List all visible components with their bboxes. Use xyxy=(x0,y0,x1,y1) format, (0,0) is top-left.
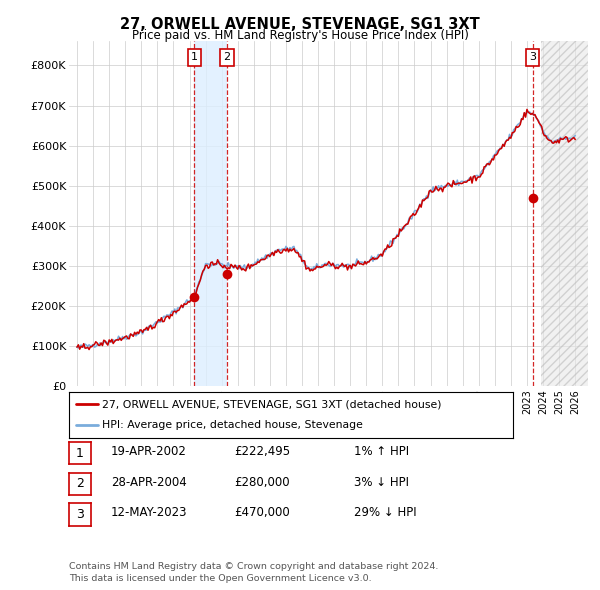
Text: £470,000: £470,000 xyxy=(234,506,290,519)
Bar xyxy=(194,41,227,386)
Text: 3: 3 xyxy=(76,508,84,521)
Bar xyxy=(541,41,588,386)
Text: 27, ORWELL AVENUE, STEVENAGE, SG1 3XT (detached house): 27, ORWELL AVENUE, STEVENAGE, SG1 3XT (d… xyxy=(102,399,442,409)
Text: 27, ORWELL AVENUE, STEVENAGE, SG1 3XT: 27, ORWELL AVENUE, STEVENAGE, SG1 3XT xyxy=(120,17,480,31)
Text: 2: 2 xyxy=(76,477,84,490)
Text: £280,000: £280,000 xyxy=(234,476,290,489)
Text: 19-APR-2002: 19-APR-2002 xyxy=(111,445,187,458)
Text: HPI: Average price, detached house, Stevenage: HPI: Average price, detached house, Stev… xyxy=(102,420,363,430)
Text: 29% ↓ HPI: 29% ↓ HPI xyxy=(354,506,416,519)
Text: 2: 2 xyxy=(223,53,230,63)
Text: 1: 1 xyxy=(191,53,198,63)
Text: £222,495: £222,495 xyxy=(234,445,290,458)
Text: 28-APR-2004: 28-APR-2004 xyxy=(111,476,187,489)
Text: 1% ↑ HPI: 1% ↑ HPI xyxy=(354,445,409,458)
Text: 1: 1 xyxy=(76,447,84,460)
Text: Contains HM Land Registry data © Crown copyright and database right 2024.
This d: Contains HM Land Registry data © Crown c… xyxy=(69,562,439,583)
Text: Price paid vs. HM Land Registry's House Price Index (HPI): Price paid vs. HM Land Registry's House … xyxy=(131,30,469,42)
Text: 3% ↓ HPI: 3% ↓ HPI xyxy=(354,476,409,489)
Text: 12-MAY-2023: 12-MAY-2023 xyxy=(111,506,187,519)
Text: 3: 3 xyxy=(529,53,536,63)
